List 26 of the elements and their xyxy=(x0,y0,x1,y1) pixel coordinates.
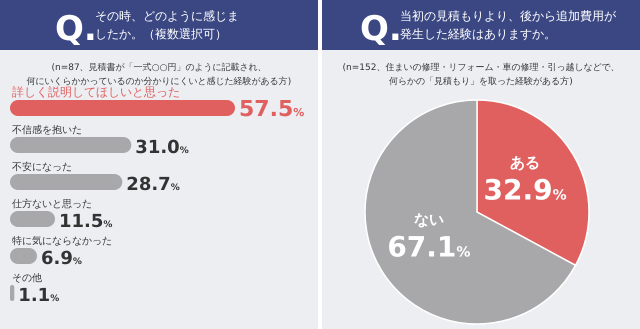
data-label: 32.9% xyxy=(484,173,567,206)
data-label: 57.5% xyxy=(239,97,304,122)
bar xyxy=(10,137,132,153)
y-tick-label: 仕方ないと思った xyxy=(12,198,92,210)
y-tick-label: 不安になった xyxy=(12,161,72,173)
data-label: 1.1% xyxy=(18,285,60,306)
slice-label: ない xyxy=(414,210,444,229)
bar xyxy=(10,285,14,301)
bar xyxy=(10,100,235,116)
text: Q. xyxy=(55,9,97,49)
y-tick-label: 不信感を抱いた xyxy=(12,124,82,136)
y-tick-label: 詳しく説明してほしいと思った xyxy=(12,85,180,99)
chart-subtitle: (n=87、見積書が「一式○○円」のように記載され、何にいくらかかっているのか分かりにくいと感じた経験がある方) xyxy=(26,62,292,87)
y-tick-label: その他 xyxy=(12,272,42,284)
data-label: 28.7% xyxy=(126,174,180,195)
data-label: 6.9% xyxy=(41,248,82,269)
data-label: 11.5% xyxy=(59,211,112,232)
bar xyxy=(10,211,55,227)
y-tick-label: 特に気にならなかった xyxy=(12,235,112,247)
chart-title: 当初の見積もりより、後から追加費用が発生した経験はありますか。 xyxy=(400,9,617,41)
chart-title: その時、どのように感じましたか。（複数選択可） xyxy=(95,9,239,41)
data-label: 67.1% xyxy=(387,230,470,264)
chart-subtitle: (n=152、住まいの修理・リフォーム・車の修理・引っ越しなどで、何らかの「見積もり」を取った経験がある方) xyxy=(342,62,620,87)
bar xyxy=(10,174,122,190)
slice-label: ある xyxy=(510,153,540,172)
data-label: 31.0% xyxy=(135,137,189,158)
